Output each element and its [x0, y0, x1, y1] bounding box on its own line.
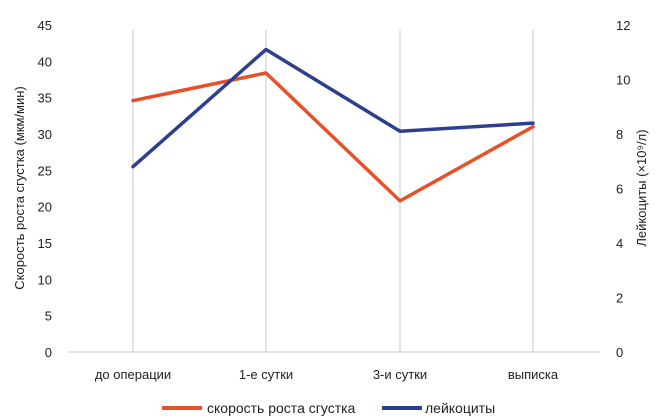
- right-tick-label: 10: [616, 73, 630, 88]
- left-tick-label: 5: [45, 309, 52, 324]
- right-tick-label: 6: [616, 182, 623, 197]
- series-line-1: [131, 47, 535, 169]
- left-tick-label: 15: [38, 236, 52, 251]
- left-tick-label: 25: [38, 163, 52, 178]
- left-tick-label: 40: [38, 54, 52, 69]
- right-axis-ticks: 0 2 4 6 8 10 12: [616, 18, 630, 360]
- legend-label: скорость роста сгустка: [207, 400, 356, 416]
- right-tick-label: 8: [616, 127, 623, 142]
- left-tick-label: 20: [38, 200, 52, 215]
- right-tick-label: 0: [616, 345, 623, 360]
- x-tick-label: 1-е сутки: [239, 367, 293, 382]
- right-axis-title: Лейкоциты (×10⁹/л): [634, 129, 649, 246]
- left-axis-ticks: 0 5 10 15 20 25 30 35 40 45: [38, 18, 52, 360]
- x-tick-label: 3-и сутки: [373, 367, 427, 382]
- x-axis-ticks: до операции 1-е сутки 3-и сутки выписка: [95, 367, 559, 382]
- left-tick-label: 0: [45, 345, 52, 360]
- series-line-0: [131, 71, 535, 203]
- left-axis-title: Скорость роста сгустка (мкм/мин): [12, 86, 27, 289]
- x-tick-label: до операции: [95, 367, 171, 382]
- series-lines: [131, 47, 535, 203]
- right-tick-label: 2: [616, 291, 623, 306]
- legend-label: лейкоциты: [425, 400, 495, 416]
- right-tick-label: 4: [616, 236, 623, 251]
- left-tick-label: 45: [38, 18, 52, 33]
- right-tick-label: 12: [616, 18, 630, 33]
- left-tick-label: 10: [38, 272, 52, 287]
- legend: скорость роста сгустка лейкоциты: [162, 400, 495, 416]
- grid-lines: [132, 30, 534, 352]
- x-tick-label: выписка: [508, 367, 559, 382]
- left-tick-label: 30: [38, 127, 52, 142]
- left-tick-label: 35: [38, 91, 52, 106]
